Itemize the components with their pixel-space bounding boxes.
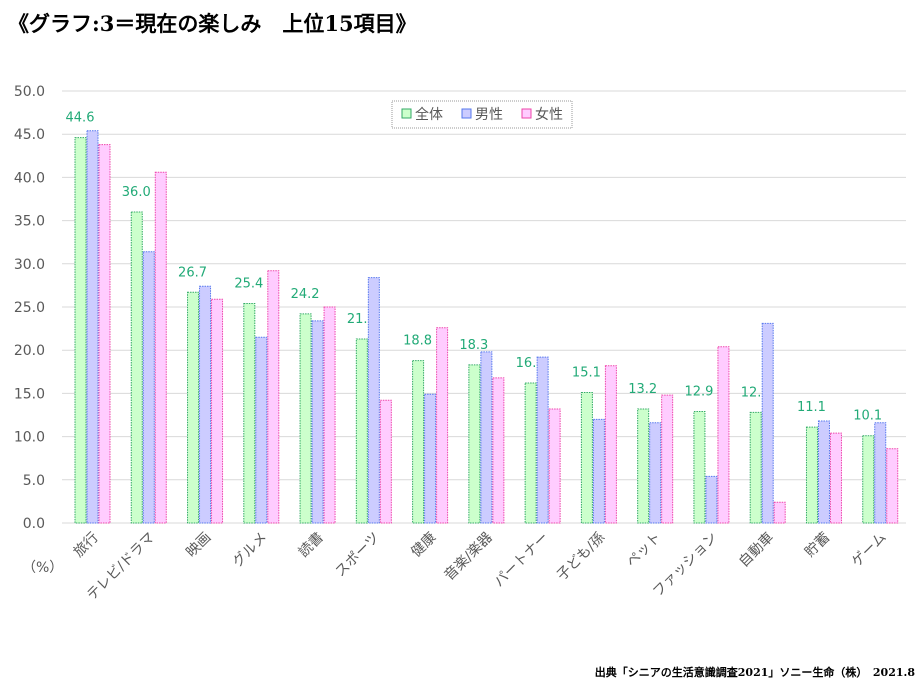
bar-男性 (424, 393, 437, 524)
bar-男性 (255, 336, 268, 524)
legend-box (391, 100, 573, 129)
bar-男性 (142, 251, 155, 524)
x-tick-label: 健康 (408, 529, 440, 561)
bar-女性 (267, 270, 280, 524)
y-tick-label: 35.0 (14, 214, 45, 230)
bar-男性 (536, 356, 549, 524)
y-axis-label: （%） (22, 560, 63, 576)
bar-女性 (717, 346, 730, 524)
y-tick-label: 40.0 (14, 170, 45, 186)
chart-title: 《グラフ:3＝現在の楽しみ 上位15項目》 (8, 11, 417, 36)
legend-swatch-全体 (401, 108, 412, 119)
x-tick-label: 映画 (183, 530, 214, 561)
data-label: 26.7 (178, 265, 207, 280)
bar-全体 (637, 408, 650, 524)
x-tick-label: 自動車 (735, 529, 777, 571)
data-label: 18.3 (459, 338, 488, 353)
x-tick-label: ゲーム (849, 530, 890, 571)
y-tick-label: 10.0 (14, 430, 45, 446)
x-tick-label: スポーツ (332, 530, 383, 581)
y-tick-label: 20.0 (14, 343, 45, 359)
bar-全体 (862, 435, 875, 524)
legend-swatch-女性 (521, 108, 532, 119)
bar-女性 (154, 171, 167, 524)
bar-男性 (480, 351, 493, 524)
y-tick-label: 25.0 (14, 300, 45, 316)
data-label: 36.0 (122, 185, 151, 200)
data-label: 15.1 (572, 366, 601, 381)
y-tick-label: 0.0 (23, 516, 45, 532)
x-tick-label: グルメ (230, 530, 271, 571)
y-tick-label: 30.0 (14, 257, 45, 273)
bar-女性 (661, 394, 674, 524)
bar-全体 (749, 411, 762, 524)
data-label: 13.2 (628, 382, 657, 397)
bar-全体 (412, 360, 425, 524)
bar-全体 (468, 364, 481, 524)
bar-全体 (580, 392, 593, 524)
bar-男性 (86, 130, 99, 524)
bar-全体 (299, 313, 312, 524)
bar-全体 (524, 382, 537, 524)
bar-女性 (604, 365, 617, 524)
bar-男性 (199, 285, 212, 524)
legend-label: 男性 (475, 107, 503, 123)
x-tick-label: 読書 (295, 529, 327, 561)
bar-女性 (436, 327, 449, 524)
bar-女性 (323, 306, 336, 524)
y-tick-label: 45.0 (14, 127, 45, 143)
x-tick-label: 子ども/孫 (554, 530, 608, 584)
data-label: 11.1 (797, 400, 826, 415)
y-tick-label: 50.0 (14, 84, 45, 100)
data-label: 18.8 (403, 334, 432, 349)
x-tick-label: 旅行 (71, 530, 102, 561)
data-label: 24.2 (291, 287, 320, 302)
y-tick-label: 5.0 (23, 473, 45, 489)
bar-男性 (311, 320, 324, 524)
x-tick-label: ペット (623, 530, 664, 571)
x-tick-label: 貯蓄 (802, 530, 833, 561)
data-label: 25.4 (234, 277, 263, 292)
data-label: 44.6 (66, 111, 95, 126)
bar-全体 (243, 303, 256, 524)
bar-全体 (187, 291, 200, 524)
data-label: 12.9 (684, 385, 713, 400)
bar-女性 (773, 501, 786, 524)
bar-全体 (805, 426, 818, 524)
bar-女性 (829, 432, 842, 524)
bar-女性 (211, 298, 224, 524)
y-tick-label: 15.0 (14, 386, 45, 402)
data-label: 10.1 (853, 409, 882, 424)
bar-全体 (130, 211, 143, 524)
bar-女性 (492, 377, 505, 524)
bar-女性 (548, 408, 561, 524)
x-tick-label: パートナー (491, 530, 552, 591)
bar-男性 (649, 422, 662, 524)
source-note: 出典「シニアの生活意識調査2021」ソニー生命（株） 2021.8 (594, 666, 915, 679)
bar-男性 (817, 420, 830, 524)
bar-女性 (98, 144, 111, 524)
legend-label: 全体 (415, 106, 443, 123)
bar-男性 (592, 418, 605, 524)
bar-男性 (705, 475, 718, 524)
legend-label: 女性 (535, 106, 563, 123)
x-tick-label: 音楽/楽器 (441, 529, 496, 584)
bar-全体 (355, 338, 368, 524)
bar-男性 (874, 422, 887, 524)
bar-女性 (379, 399, 392, 524)
bar-全体 (693, 411, 706, 524)
bar-女性 (886, 448, 899, 524)
legend-swatch-男性 (461, 108, 472, 119)
bar-男性 (761, 322, 774, 524)
bar-全体 (74, 137, 87, 524)
bar-男性 (367, 277, 380, 524)
